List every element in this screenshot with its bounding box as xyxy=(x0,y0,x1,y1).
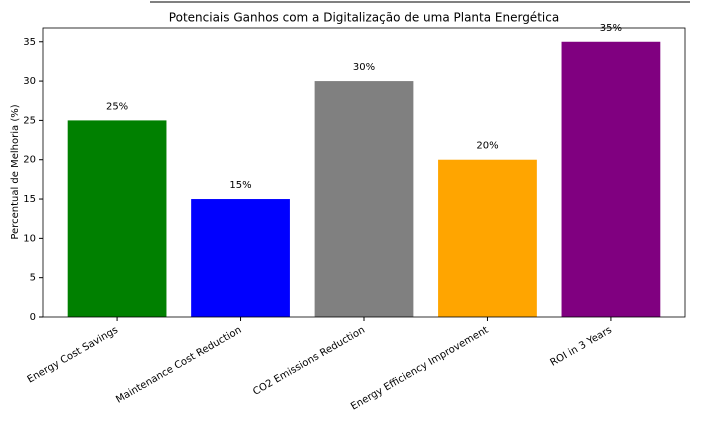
bar xyxy=(438,159,537,317)
plot-frame xyxy=(42,27,686,318)
value-label: 25% xyxy=(106,101,128,112)
value-label: 20% xyxy=(476,141,498,152)
y-tick-label: 35 xyxy=(23,37,36,48)
bar xyxy=(191,199,290,317)
y-tick-label: 10 xyxy=(23,233,36,244)
bar xyxy=(561,41,661,318)
bar xyxy=(67,120,167,317)
value-label: 30% xyxy=(353,62,375,73)
y-tick-label: 25 xyxy=(23,115,36,126)
y-tick-label: 0 xyxy=(30,312,36,323)
value-label: 15% xyxy=(229,180,251,191)
y-tick-label: 20 xyxy=(23,155,36,166)
chart-title: Potenciais Ganhos com a Digitalização de… xyxy=(169,11,559,25)
y-tick-label: 30 xyxy=(23,76,36,87)
y-axis-label: Percentual de Melhoria (%) xyxy=(10,104,21,239)
y-tick-label: 5 xyxy=(30,273,36,284)
bar xyxy=(314,81,414,317)
y-tick-label: 15 xyxy=(23,194,36,205)
